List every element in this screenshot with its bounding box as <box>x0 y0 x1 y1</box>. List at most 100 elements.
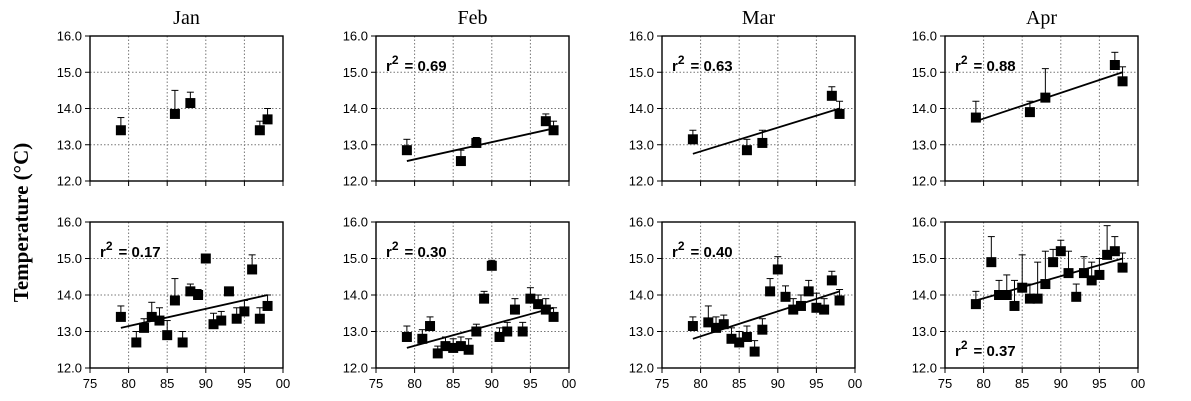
y-tick-label: 12.0 <box>57 174 82 189</box>
data-point <box>741 145 752 156</box>
x-tick-label: 80 <box>976 376 990 391</box>
data-point <box>540 116 551 127</box>
y-tick-label: 14.0 <box>343 288 368 303</box>
data-point <box>548 125 559 136</box>
data-point <box>502 326 513 337</box>
y-tick-label: 13.0 <box>343 324 368 339</box>
y-tick-label: 13.0 <box>629 324 654 339</box>
y-tick-label: 14.0 <box>912 288 937 303</box>
y-tick-label: 12.0 <box>57 361 82 376</box>
data-point <box>1032 293 1043 304</box>
y-tick-label: 15.0 <box>57 251 82 266</box>
data-point <box>834 295 845 306</box>
x-tick-label: 00 <box>1131 376 1145 391</box>
data-point <box>216 315 227 326</box>
data-point <box>401 145 412 156</box>
y-tick-label: 16.0 <box>57 215 82 230</box>
data-point <box>455 341 466 352</box>
r2-value: = 0.17 <box>119 244 161 261</box>
y-tick-label: 16.0 <box>912 215 937 230</box>
data-point <box>1063 268 1074 279</box>
data-point <box>1017 282 1028 293</box>
y-tick-label: 13.0 <box>912 324 937 339</box>
trend-line <box>692 107 840 155</box>
y-tick-label: 16.0 <box>629 29 654 44</box>
r2-prefix: r <box>386 58 392 75</box>
data-point <box>1117 262 1128 273</box>
r2-annotation: r2 = 0.17 <box>100 239 161 261</box>
data-point <box>425 321 436 332</box>
data-point <box>780 291 791 302</box>
r2-superscript: 2 <box>678 239 685 253</box>
data-point <box>1109 246 1120 257</box>
data-point <box>463 344 474 355</box>
data-point <box>185 286 196 297</box>
data-point <box>788 304 799 315</box>
panel-bottom-4: 12.0 13.0 14.0 15.0 16.0 75 80 85 90 95 00 r2 = 0.37 <box>912 215 1146 392</box>
y-tick-label: 12.0 <box>629 361 654 376</box>
r2-prefix: r <box>955 343 961 360</box>
y-tick-label: 13.0 <box>629 137 654 152</box>
y-tick-label: 12.0 <box>343 174 368 189</box>
r2-superscript: 2 <box>961 53 968 67</box>
x-tick-label: 85 <box>732 376 746 391</box>
panel-top-1: 12.0 13.0 14.0 15.0 16.0 Jan <box>57 7 284 189</box>
data-point <box>1086 275 1097 286</box>
data-point <box>970 112 981 123</box>
data-point <box>687 134 698 145</box>
y-tick-label: 15.0 <box>629 65 654 80</box>
r2-annotation: r2 = 0.63 <box>672 53 733 75</box>
data-point <box>239 306 250 317</box>
y-tick-label: 16.0 <box>343 29 368 44</box>
data-point <box>401 331 412 342</box>
x-tick-label: 00 <box>848 376 862 391</box>
data-point <box>177 337 188 348</box>
data-point <box>1055 246 1066 257</box>
data-point <box>1117 76 1128 87</box>
data-point <box>703 317 714 328</box>
x-tick-label: 85 <box>446 376 460 391</box>
panel-title: Jan <box>173 7 200 29</box>
x-tick-label: 75 <box>369 376 383 391</box>
panel-top-2: 12.0 13.0 14.0 15.0 16.0 Feb r2 = 0.69 <box>343 7 570 189</box>
y-tick-label: 14.0 <box>57 288 82 303</box>
r2-value: = 0.30 <box>405 244 447 261</box>
x-tick-label: 75 <box>83 376 97 391</box>
data-point <box>734 337 745 348</box>
data-point <box>819 304 830 315</box>
r2-value: = 0.69 <box>405 58 447 75</box>
r2-prefix: r <box>672 58 678 75</box>
y-tick-label: 15.0 <box>343 65 368 80</box>
x-tick-label: 90 <box>485 376 499 391</box>
data-point <box>1071 291 1082 302</box>
data-point <box>834 108 845 119</box>
data-point <box>509 304 520 315</box>
data-point <box>247 264 258 275</box>
r2-superscript: 2 <box>678 53 685 67</box>
r2-annotation: r2 = 0.37 <box>955 338 1016 360</box>
data-point <box>262 114 273 125</box>
data-point <box>1001 290 1012 300</box>
r2-superscript: 2 <box>106 239 113 253</box>
y-tick-label: 13.0 <box>343 137 368 152</box>
data-point <box>1102 249 1113 260</box>
data-point <box>986 257 997 268</box>
x-tick-label: 90 <box>771 376 785 391</box>
x-tick-label: 75 <box>938 376 952 391</box>
data-point <box>525 293 536 304</box>
data-point <box>139 322 150 333</box>
data-point <box>440 341 451 352</box>
x-tick-label: 00 <box>276 376 290 391</box>
data-point <box>193 290 204 300</box>
data-point <box>1094 269 1105 280</box>
data-point <box>208 319 219 330</box>
data-point <box>1009 300 1020 311</box>
y-tick-label: 14.0 <box>912 101 937 116</box>
y-tick-label: 16.0 <box>629 215 654 230</box>
x-tick-label: 95 <box>809 376 823 391</box>
data-point <box>1040 279 1051 290</box>
data-point <box>131 337 142 348</box>
r2-prefix: r <box>386 244 392 261</box>
data-point <box>533 299 544 310</box>
y-tick-label: 14.0 <box>629 101 654 116</box>
